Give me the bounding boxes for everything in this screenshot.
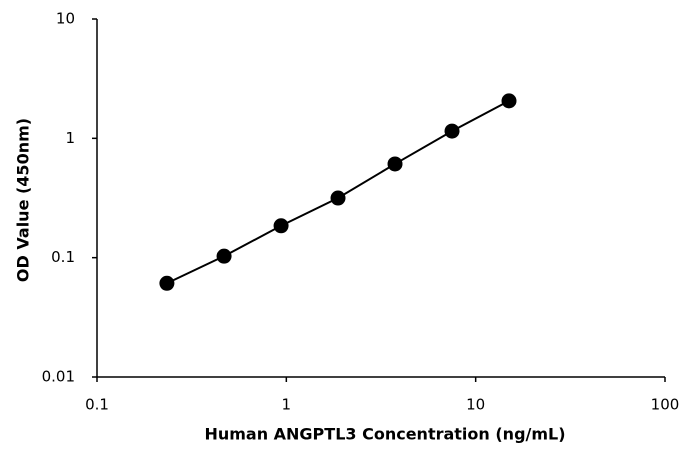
data-point	[387, 156, 403, 172]
y-axis-title: OD Value (450nm)	[14, 118, 33, 282]
x-axis-title: Human ANGPTL3 Concentration (ng/mL)	[204, 425, 565, 444]
x-tick-label: 100	[651, 396, 680, 414]
x-tick-label: 0.1	[85, 396, 109, 414]
data-point	[444, 123, 460, 139]
y-tick-label: 0.1	[51, 248, 75, 266]
y-tick-label: 1	[65, 129, 75, 147]
data-point	[159, 275, 175, 291]
y-tick-label: 10	[56, 10, 75, 28]
data-point	[216, 248, 232, 264]
data-point	[273, 218, 289, 234]
y-tick-label: 0.01	[42, 368, 75, 386]
x-tick-label: 10	[466, 396, 485, 414]
x-tick-label: 1	[282, 396, 292, 414]
data-point	[501, 93, 517, 109]
data-point	[330, 190, 346, 206]
